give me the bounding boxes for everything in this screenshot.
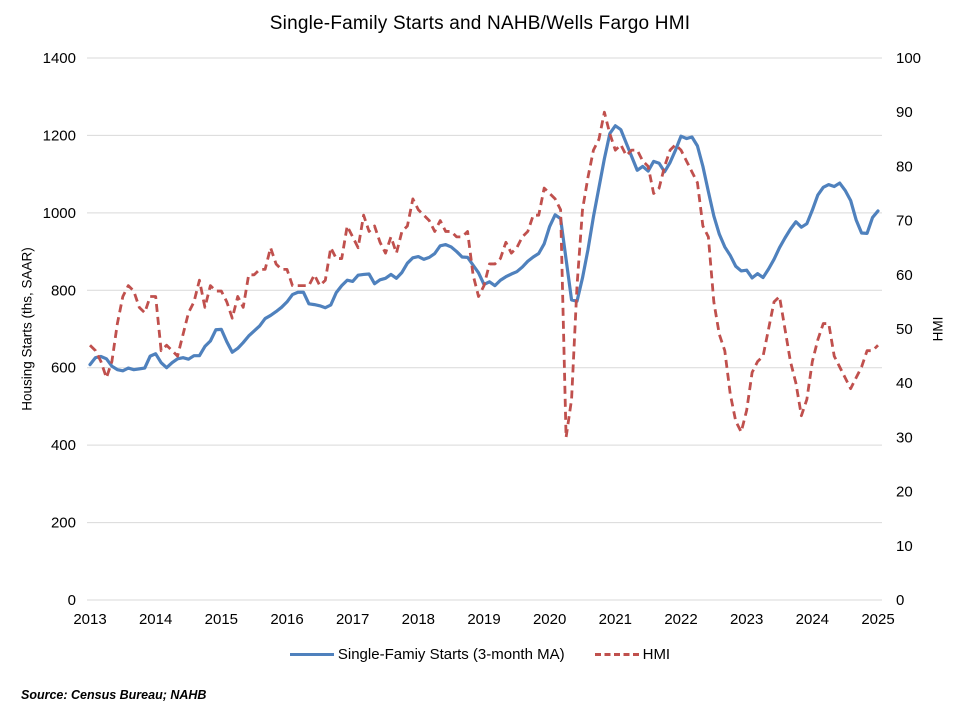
x-axis-tick-label: 2020 <box>533 611 566 628</box>
x-axis-tick-label: 2014 <box>139 611 172 628</box>
legend-item-hmi: HMI <box>594 646 671 663</box>
x-axis-tick-label: 2017 <box>336 611 369 628</box>
x-axis-tick-label: 2021 <box>599 611 632 628</box>
legend-label-hmi: HMI <box>642 646 671 663</box>
starts-line-swatch-icon <box>289 653 334 656</box>
left-axis-tick-label: 1000 <box>43 205 76 222</box>
right-axis-tick-label: 60 <box>896 267 913 284</box>
x-axis-tick-label: 2023 <box>730 611 763 628</box>
right-axis-tick-label: 70 <box>896 213 913 230</box>
source-note: Source: Census Bureau; NAHB <box>21 688 207 702</box>
right-axis-tick-label: 40 <box>896 375 913 392</box>
left-axis-tick-label: 0 <box>68 592 76 609</box>
left-axis-tick-label: 800 <box>51 282 76 299</box>
right-axis-tick-label: 0 <box>896 592 904 609</box>
hmi-line-swatch-icon <box>594 653 639 656</box>
x-axis-tick-label: 2016 <box>270 611 303 628</box>
right-axis-tick-label: 30 <box>896 429 913 446</box>
x-axis-tick-label: 2015 <box>205 611 238 628</box>
starts-line <box>88 124 880 373</box>
x-axis-tick-label: 2019 <box>467 611 500 628</box>
x-axis-tick-label: 2024 <box>796 611 829 628</box>
x-axis-tick-label: 2013 <box>73 611 106 628</box>
chart-legend: Single-Famiy Starts (3-month MA) HMI <box>0 646 960 663</box>
left-axis-tick-label: 400 <box>51 437 76 454</box>
right-axis-tick-label: 10 <box>896 538 913 555</box>
right-axis-tick-label: 80 <box>896 158 913 175</box>
left-axis-tick-label: 200 <box>51 515 76 532</box>
right-axis-tick-label: 50 <box>896 321 913 338</box>
x-axis-tick-label: 2022 <box>664 611 697 628</box>
x-axis-tick-label: 2025 <box>861 611 894 628</box>
left-axis-tick-label: 1400 <box>43 50 76 67</box>
hmi-line <box>89 110 879 439</box>
x-axis-tick-label: 2018 <box>402 611 435 628</box>
left-axis-tick-label: 1200 <box>43 127 76 144</box>
right-axis-tick-label: 100 <box>896 50 921 67</box>
legend-label-starts: Single-Famiy Starts (3-month MA) <box>337 646 565 663</box>
right-axis-tick-label: 90 <box>896 104 913 121</box>
right-axis-tick-label: 20 <box>896 484 913 501</box>
legend-item-starts: Single-Famiy Starts (3-month MA) <box>289 646 565 663</box>
left-axis-tick-label: 600 <box>51 360 76 377</box>
chart-title: Single-Family Starts and NAHB/Wells Farg… <box>269 13 691 34</box>
